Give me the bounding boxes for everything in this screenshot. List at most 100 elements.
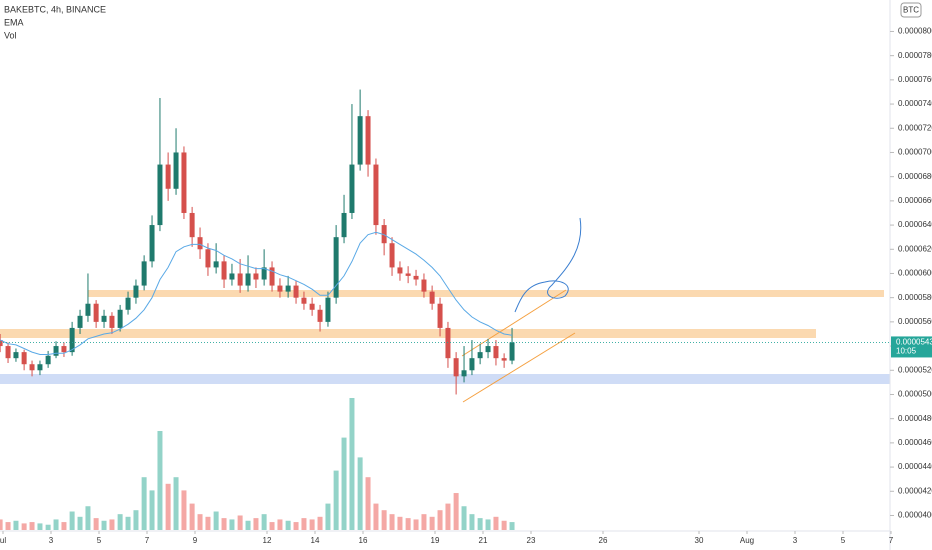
volume-bar [69,511,75,530]
x-tick-label: 16 [359,536,368,545]
candle-body [357,116,363,165]
volume-bar [469,514,475,530]
volume-bar [269,522,275,530]
volume-bar [149,490,155,530]
candle-body [189,212,195,238]
candle-body [213,261,219,268]
volume-bar [253,518,259,530]
candle-body [181,152,187,213]
volume-bar [357,457,363,530]
indicator-label: Vol [4,30,17,40]
x-tick-label: 7 [145,536,150,545]
candle-body [405,273,411,276]
candle-body [109,315,115,328]
candle-body [237,273,243,286]
y-tick-label: 0.0000800 [898,27,932,36]
candle-body [501,358,507,361]
volume-bar [93,518,99,530]
candle-body [509,342,515,361]
candle-body [413,275,419,280]
candle-body [245,273,251,286]
x-tick-label: 26 [599,536,608,545]
candle-body [293,285,299,298]
volume-bar [173,477,179,530]
volume-bar [429,516,435,530]
candle-body [165,164,171,189]
volume-bar [437,510,443,530]
volume-bar [45,524,51,530]
zone [88,290,884,297]
volume-bar [125,516,131,530]
candle-body [21,352,27,365]
candle-body [421,279,427,292]
volume-bar [0,519,3,530]
candle-body [77,315,83,328]
candle-body [37,364,43,371]
volume-bar [389,514,395,530]
volume-bar [445,503,451,530]
volume-bar [509,522,515,530]
candle-body [93,303,99,322]
candle-body [5,346,11,359]
volume-bar [237,515,243,530]
x-tick-label: 9 [193,536,198,545]
volume-bar [421,514,427,530]
candle-body [277,285,283,292]
last-price-badge [891,336,932,358]
volume-bar [85,506,91,530]
volume-bar [261,514,267,530]
candle-body [29,364,35,371]
candle-body [317,309,323,322]
volume-bar [165,483,171,530]
zone [0,329,816,338]
candle-body [133,285,139,298]
volume-bar [397,516,403,530]
candle-body [141,261,147,286]
candle-body [469,358,475,371]
candle-body [365,116,371,165]
x-tick-label: 5 [97,536,102,545]
candle-body [53,346,59,356]
volume-bar [493,516,499,530]
quote-label: BTC [903,6,919,15]
volume-bar [453,493,459,530]
quote-badge [900,2,922,18]
candle-body [381,225,387,244]
last-price-label: 0.0000543 [896,338,932,347]
volume-bar [157,431,163,530]
volume-bar [405,518,411,530]
title: BAKEBTC, 4h, BINANCE [4,4,106,14]
candle-body [117,309,123,328]
x-tick-label: ul [0,536,6,545]
candle-body [461,370,467,377]
candle-body [157,164,163,226]
volume-bar [309,519,315,530]
volume-bar [325,503,331,530]
candle-body [253,273,259,280]
volume-bar [501,520,507,530]
candle-body [221,261,227,280]
volume-bar [133,510,139,530]
candle-body [349,164,355,213]
countdown-label: 10:05 [896,347,917,356]
candle-body [285,285,291,292]
candle-body [197,237,203,250]
candle-body [445,327,451,359]
volume-bar [117,514,123,530]
volume-bar [413,519,419,530]
candle-body [125,297,131,310]
candle-body [309,303,315,310]
